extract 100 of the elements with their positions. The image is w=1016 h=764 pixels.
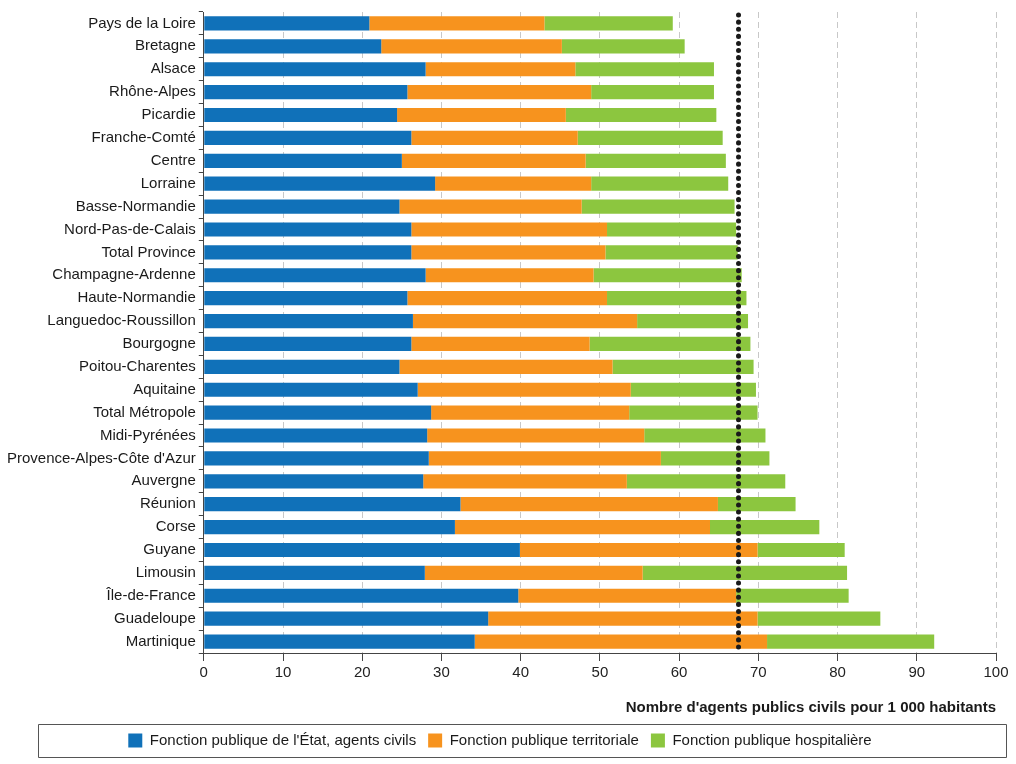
bar bbox=[591, 85, 714, 100]
x-tick-label: 60 bbox=[670, 663, 688, 681]
bar bbox=[399, 359, 613, 374]
x-tick-label: 40 bbox=[512, 663, 530, 681]
x-tick-label: 30 bbox=[433, 663, 450, 681]
bar bbox=[411, 130, 578, 146]
bar bbox=[204, 107, 398, 123]
bar bbox=[626, 474, 786, 489]
y-tick-label: Réunion bbox=[139, 494, 196, 512]
y-tick-label: Poitou-Charentes bbox=[79, 356, 196, 374]
bar bbox=[518, 588, 737, 603]
bar bbox=[607, 222, 737, 237]
bar bbox=[204, 336, 412, 352]
bar bbox=[460, 497, 718, 512]
bar bbox=[577, 130, 723, 146]
x-tick-label: 50 bbox=[591, 663, 609, 681]
bar bbox=[204, 565, 425, 580]
bar bbox=[407, 291, 608, 306]
y-tick-label: Bourgogne bbox=[122, 334, 196, 352]
bar bbox=[412, 313, 638, 329]
bar bbox=[204, 291, 408, 306]
y-tick-label: Provence-Alpes-Côte d'Azur bbox=[6, 448, 196, 466]
y-tick-label: Guadeloupe bbox=[114, 608, 196, 626]
bar bbox=[204, 405, 432, 420]
bar bbox=[407, 85, 592, 100]
bar bbox=[204, 62, 426, 77]
bar bbox=[204, 313, 413, 329]
x-tick-label: 70 bbox=[749, 663, 767, 681]
y-tick-label: Centre bbox=[150, 150, 196, 168]
bar bbox=[519, 542, 758, 558]
y-tick-label: Île-de-France bbox=[105, 585, 196, 603]
y-tick-label: Total Province bbox=[101, 242, 196, 260]
bar bbox=[660, 451, 770, 466]
bar bbox=[605, 245, 738, 260]
bar bbox=[411, 222, 608, 237]
bar bbox=[612, 359, 754, 374]
bar bbox=[204, 222, 412, 237]
bar bbox=[204, 176, 436, 191]
bar bbox=[204, 39, 382, 54]
bar bbox=[424, 565, 643, 580]
bar bbox=[204, 542, 520, 558]
y-tick-label: Midi-Pyrénées bbox=[99, 425, 196, 443]
bar bbox=[593, 268, 742, 283]
x-tick-label: 100 bbox=[983, 663, 1009, 681]
y-tick-label: Bretagne bbox=[134, 36, 196, 54]
bar bbox=[204, 130, 412, 146]
x-tick-label: 80 bbox=[829, 663, 846, 681]
y-tick-label: Aquitaine bbox=[133, 379, 196, 397]
bar bbox=[428, 451, 661, 466]
y-tick-label: Limousin bbox=[135, 563, 196, 581]
bar bbox=[381, 39, 562, 54]
bar bbox=[607, 291, 747, 306]
y-tick-label: Rhône-Alpes bbox=[109, 82, 196, 100]
bar bbox=[204, 634, 475, 649]
bar bbox=[204, 451, 429, 466]
bar bbox=[431, 405, 630, 420]
bar bbox=[425, 62, 576, 77]
bar bbox=[710, 519, 820, 535]
bar bbox=[204, 428, 428, 443]
y-tick-label: Franche-Comté bbox=[91, 128, 196, 146]
bar bbox=[629, 405, 758, 420]
bar bbox=[204, 85, 408, 100]
x-axis-title: Nombre d'agents publics civils pour 1 000 habitants bbox=[625, 698, 996, 716]
bar bbox=[488, 611, 758, 626]
y-tick-label: Picardie bbox=[141, 105, 196, 123]
bar bbox=[642, 565, 848, 580]
bar bbox=[411, 336, 590, 352]
bar bbox=[717, 497, 796, 512]
bar bbox=[369, 16, 545, 31]
bar bbox=[589, 336, 751, 352]
y-tick-label: Basse-Normandie bbox=[75, 196, 196, 214]
y-tick-label: Champagne-Ardenne bbox=[52, 265, 196, 283]
y-tick-label: Auvergne bbox=[131, 471, 196, 489]
bar bbox=[454, 519, 711, 535]
bar bbox=[544, 16, 673, 31]
y-tick-label: Pays de la Loire bbox=[88, 13, 196, 31]
bar bbox=[204, 497, 461, 512]
bar bbox=[204, 153, 402, 168]
bar bbox=[204, 245, 412, 260]
bar bbox=[204, 474, 424, 489]
y-tick-label: Alsace bbox=[150, 59, 196, 77]
bar bbox=[204, 519, 455, 535]
bar bbox=[757, 542, 845, 558]
bar bbox=[425, 268, 594, 283]
bar bbox=[630, 382, 756, 397]
bar bbox=[591, 176, 729, 191]
y-tick-label: Corse bbox=[155, 517, 196, 535]
bar bbox=[204, 359, 400, 374]
bar bbox=[204, 588, 519, 603]
bar bbox=[411, 245, 606, 260]
bar bbox=[204, 268, 426, 283]
bar bbox=[767, 634, 935, 649]
bar bbox=[397, 107, 566, 123]
bar bbox=[204, 16, 370, 31]
bar bbox=[757, 611, 881, 626]
bar bbox=[423, 474, 627, 489]
bar bbox=[401, 153, 586, 168]
bar bbox=[637, 313, 749, 329]
x-tick-label: 90 bbox=[908, 663, 926, 681]
y-tick-label: Guyane bbox=[143, 540, 196, 558]
